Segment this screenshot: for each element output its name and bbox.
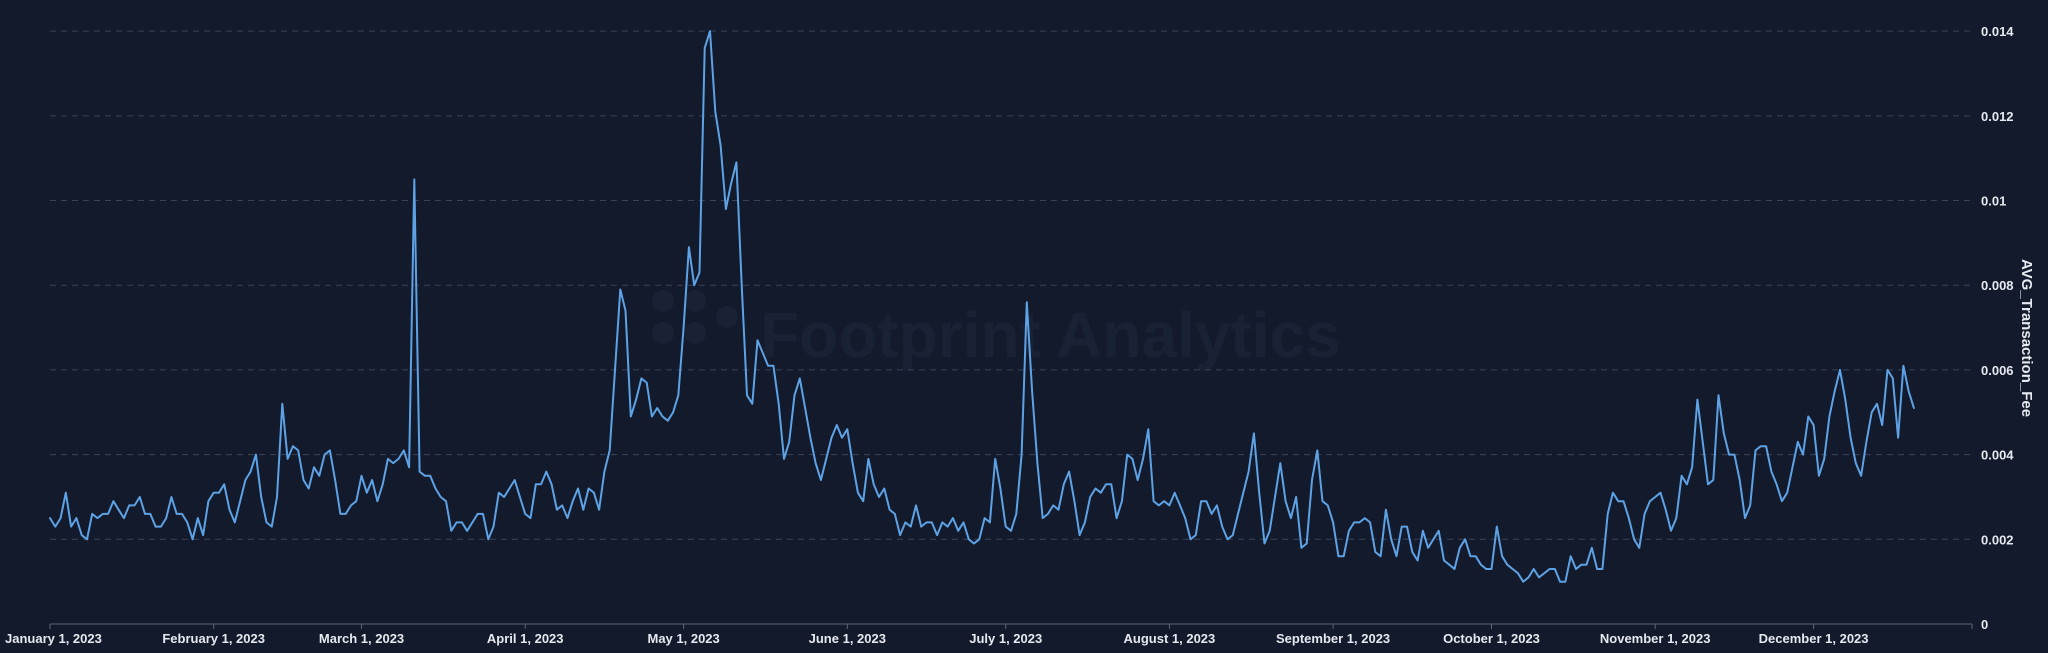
x-tick-label: July 1, 2023 [969,631,1042,646]
series-layer [49,30,1915,583]
x-axis: January 1, 2023 February 1, 2023 March 1, … [5,623,1973,646]
x-tick-label: September 1, 2023 [1276,631,1390,646]
watermark-logo-dot [684,290,706,312]
y-tick-label: 0.004 [1981,448,2014,463]
x-tick-label: June 1, 2023 [809,631,886,646]
x-tick-label: January 1, 2023 [5,631,102,646]
y-tick-label: 0.01 [1981,194,2006,209]
y-axis-ticks: 0 0.002 0.004 0.006 0.008 0.01 0.012 0.014 [1981,24,2014,632]
x-tick-label: May 1, 2023 [647,631,719,646]
y-tick-label: 0.012 [1981,109,2014,124]
x-tick-label: December 1, 2023 [1759,631,1869,646]
watermark-text: Footprint Analytics [760,299,1341,371]
x-tick-label: August 1, 2023 [1124,631,1216,646]
watermark-logo-dot [652,322,674,344]
watermark: Footprint Analytics [652,290,1341,371]
y-tick-label: 0.002 [1981,532,2014,547]
y-tick-label: 0 [1981,617,1988,632]
watermark-logo-dot [716,306,738,328]
y-tick-label: 0.014 [1981,24,2014,39]
x-tick-label: November 1, 2023 [1600,631,1711,646]
watermark-logo-dot [684,322,706,344]
watermark-logo-dot [652,290,674,312]
x-tick-label: October 1, 2023 [1443,631,1540,646]
x-tick-label: March 1, 2023 [319,631,404,646]
grid [50,30,1972,540]
y-axis-label: AVG_Transaction_Fee [2018,259,2035,417]
y-tick-label: 0.006 [1981,363,2014,378]
y-tick-label: 0.008 [1981,278,2014,293]
x-tick-label: April 1, 2023 [487,631,564,646]
series-line [49,30,1915,583]
x-tick-label: February 1, 2023 [162,631,265,646]
